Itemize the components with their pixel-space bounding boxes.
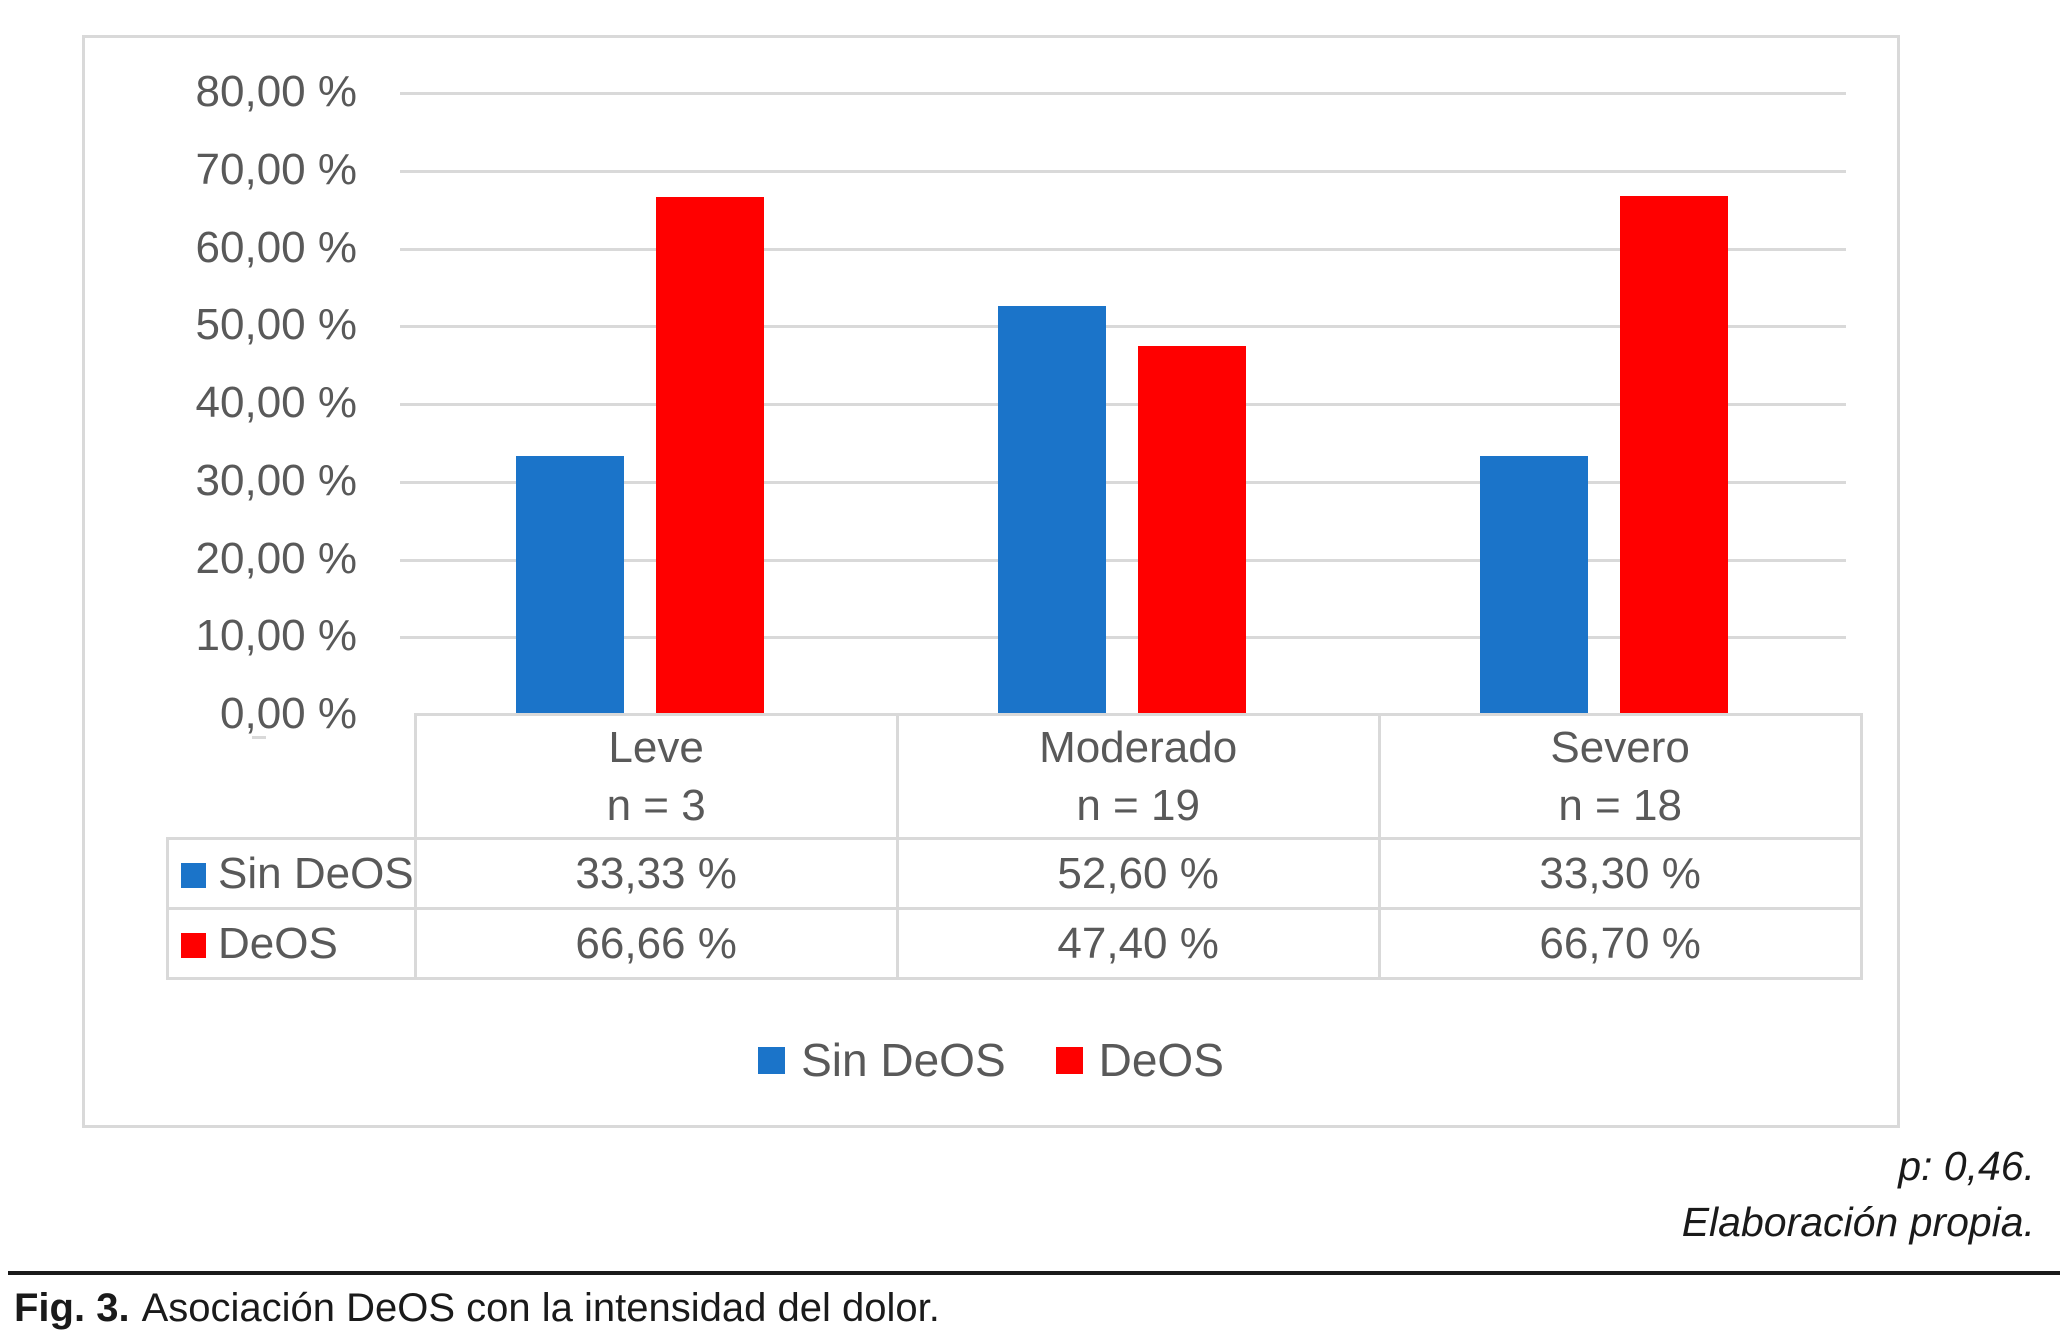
chart-legend: Sin DeOS DeOS [82,1033,1900,1087]
y-tick-label: 60,00 % [195,222,357,272]
category-n: n = 19 [1076,780,1200,830]
category-header-leve: Leve n = 3 [413,713,899,840]
y-tick-label: 10,00 % [195,611,357,661]
table-row-sin-deos: Sin DeOS 33,33 % 52,60 % 33,30 % [166,837,1863,910]
category-header-moderado: Moderado n = 19 [895,713,1381,840]
y-tick-label: 0,00 % [220,689,357,738]
gridline [400,403,1846,406]
figure-notes: p: 0,46. Elaboración propia. [1682,1138,2035,1250]
series-label-deos: DeOS [166,907,417,980]
table-row-deos: DeOS 66,66 % 47,40 % 66,70 % [166,907,1863,980]
gridline [400,636,1846,640]
legend-swatch-sin-deos [758,1046,786,1074]
value-sin-deos-moderado: 52,60 % [895,837,1381,910]
value-deos-moderado: 47,40 % [895,907,1381,980]
category-name: Severo [1550,722,1690,772]
value-deos-leve: 66,66 % [413,907,899,980]
y-tick-label: 20,00 % [195,533,357,583]
p-value-note: p: 0,46. [1898,1143,2035,1189]
bar-sin-deos-leve [516,456,624,715]
table-blank-cell [168,715,416,839]
bar-deos-severo [1620,196,1728,715]
legend-label-sin-deos: Sin DeOS [801,1034,1006,1086]
category-name: Leve [608,722,704,772]
gridline [400,558,1846,562]
y-tick-label: 70,00 % [195,144,357,194]
series-label-sin-deos: Sin DeOS [166,837,417,910]
series-name: DeOS [218,918,338,968]
value-deos-severo: 66,70 % [1377,907,1863,980]
gridline [400,169,1846,173]
figure-caption: Fig. 3. Asociación DeOS con la intensidad… [14,1286,940,1331]
gridline [400,92,1846,95]
category-header-severo: Severo n = 18 [1377,713,1863,840]
chart-data-table: Leve n = 3 Moderado n = 19 Severo n = 18 Sin D… [166,713,1863,980]
caption-text: Asociación DeOS con la intensidad del do… [141,1286,940,1330]
bar-sin-deos-moderado [998,306,1106,715]
series-swatch-deos [181,933,206,959]
category-n: n = 3 [606,780,706,830]
source-note: Elaboración propia. [1681,1199,2035,1245]
y-tick-label: 50,00 % [195,300,357,350]
legend-item-sin-deos: Sin DeOS [758,1033,1006,1087]
caption-label: Fig. 3. [14,1286,130,1330]
category-name: Moderado [1039,722,1238,772]
bar-sin-deos-severo [1480,456,1588,715]
zero-axis-tick [252,736,266,739]
y-tick-label: 30,00 % [195,455,357,505]
legend-item-deos: DeOS [1055,1033,1224,1087]
series-name: Sin DeOS [218,848,414,898]
value-sin-deos-leve: 33,33 % [413,837,899,910]
bar-deos-leve [656,197,764,715]
caption-separator [8,1271,2060,1275]
gridline [400,480,1846,484]
legend-swatch-deos [1055,1046,1083,1074]
bar-deos-moderado [1138,346,1246,715]
value-sin-deos-severo: 33,30 % [1377,837,1863,910]
y-tick-label: 80,00 % [195,67,357,116]
table-header-row: Leve n = 3 Moderado n = 19 Severo n = 18 [168,713,1863,840]
gridline [400,247,1846,251]
category-n: n = 18 [1558,780,1682,830]
legend-label-deos: DeOS [1098,1034,1224,1086]
y-tick-label: 40,00 % [195,378,357,427]
gridline [400,325,1846,329]
series-swatch-sin-deos [181,863,206,889]
